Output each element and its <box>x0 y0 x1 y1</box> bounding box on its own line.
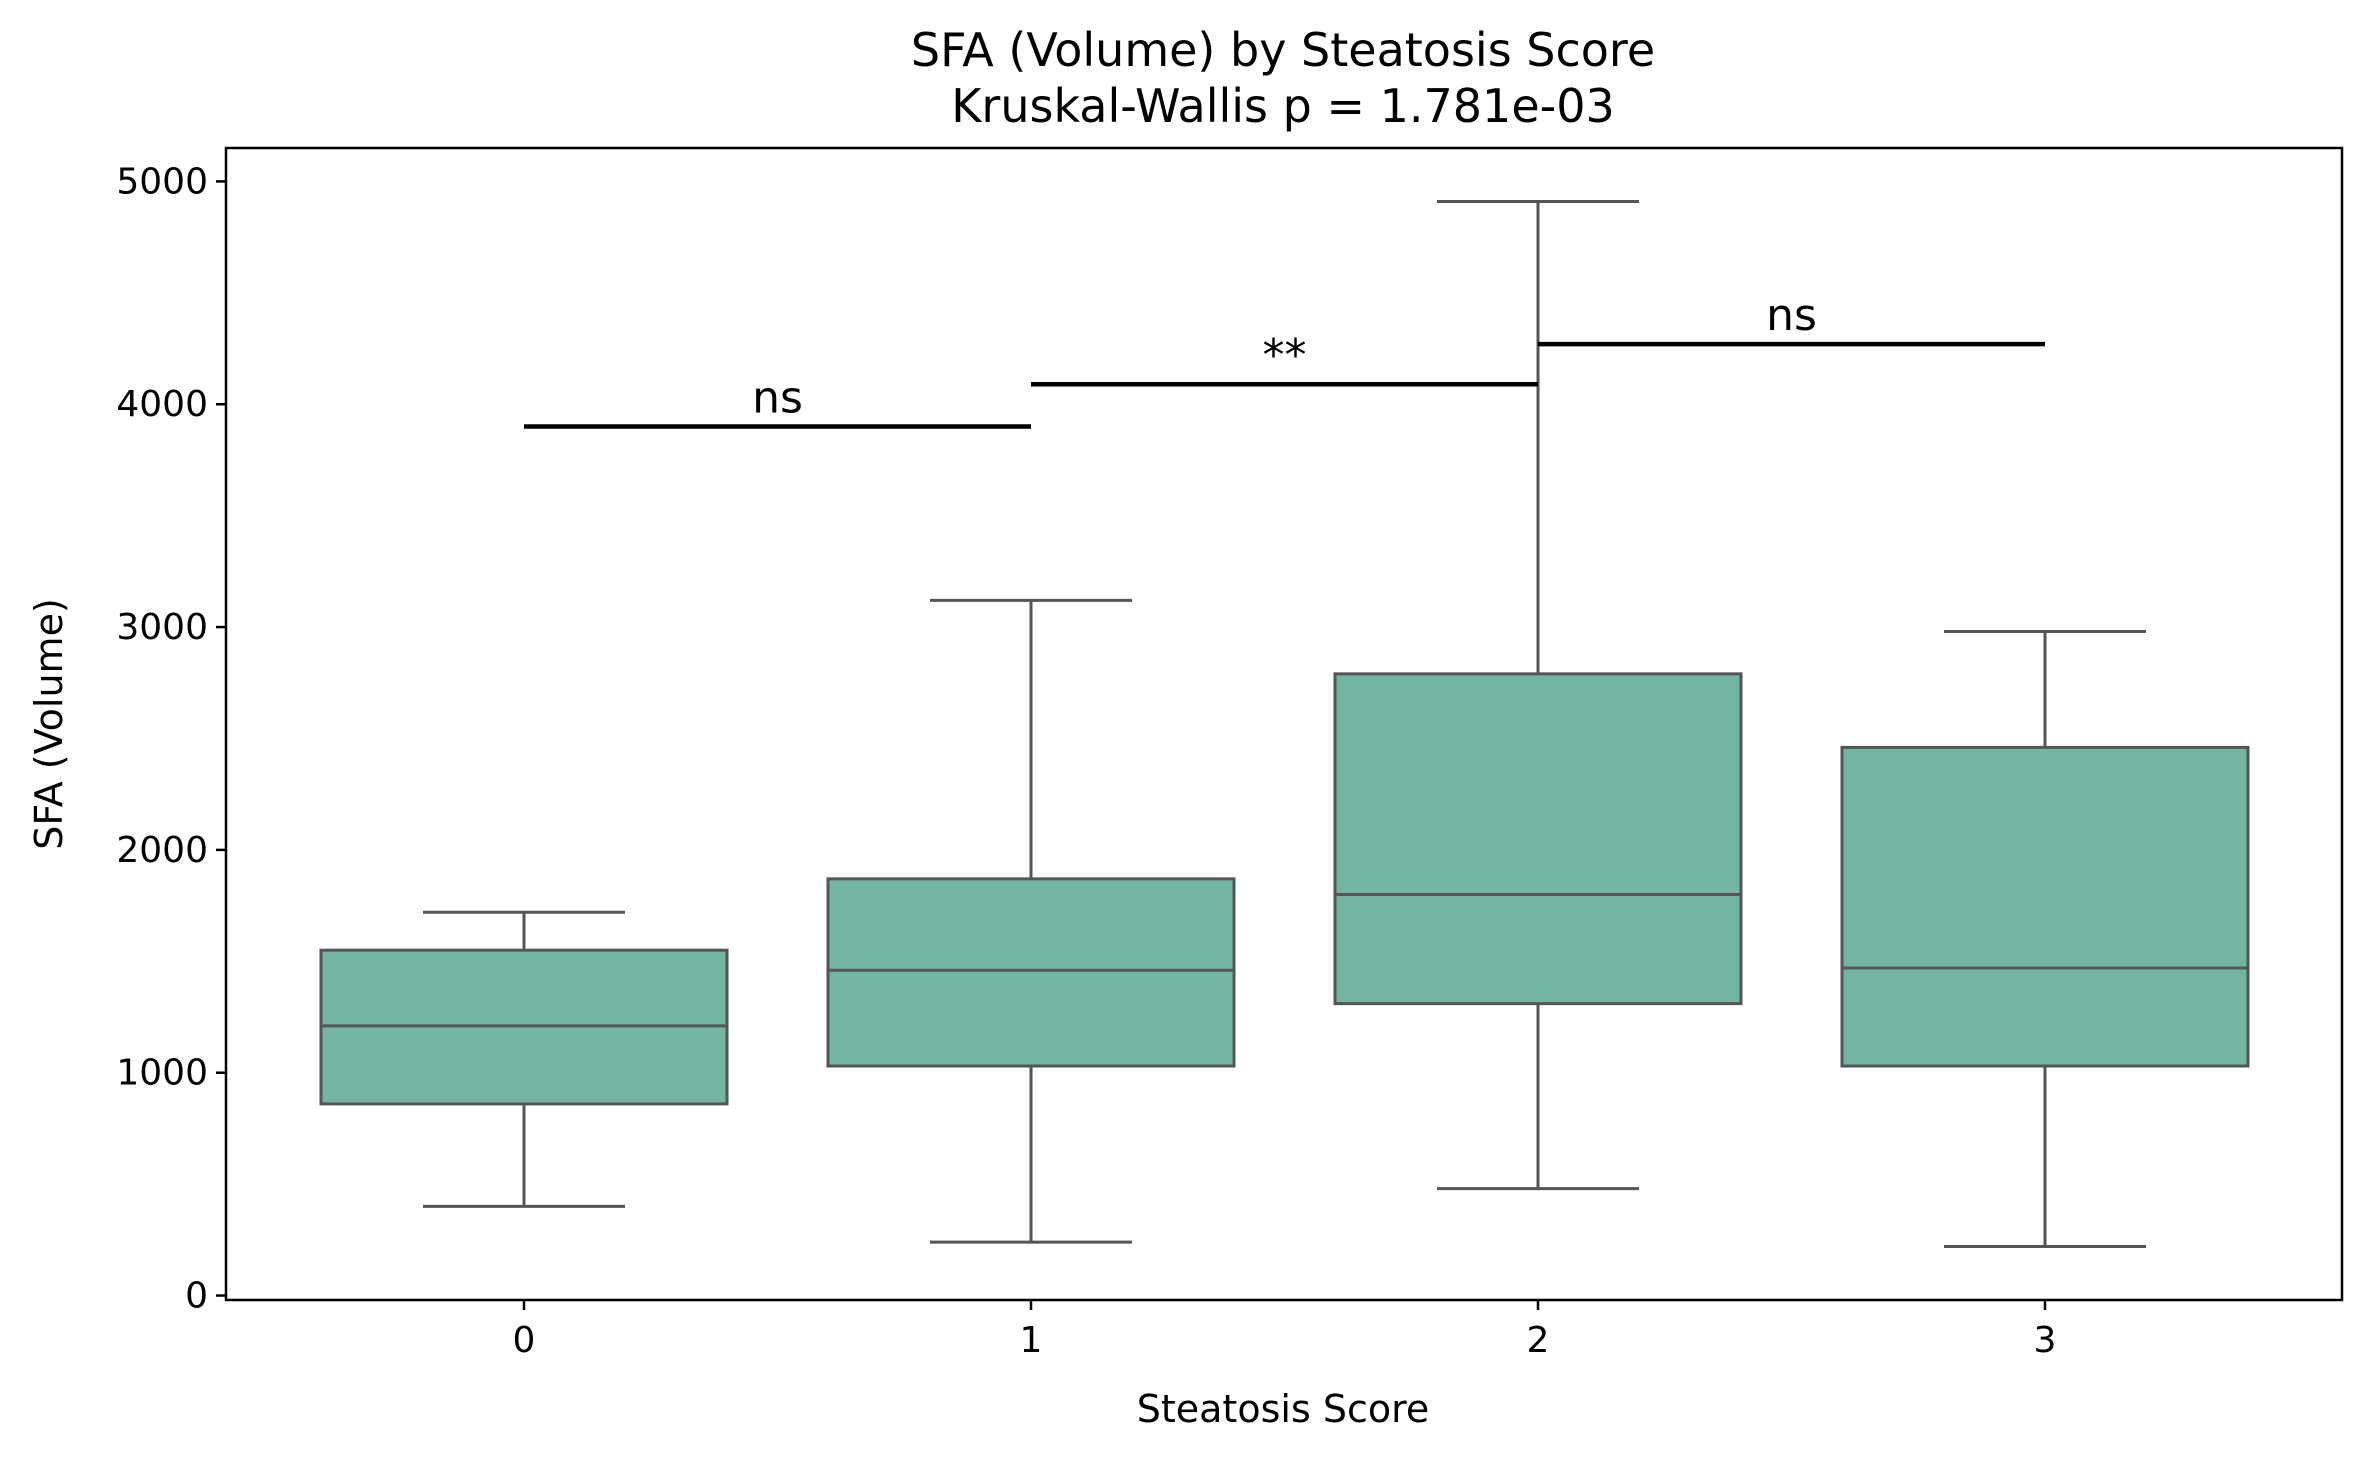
y-tick-label: 3000 <box>116 607 208 648</box>
box-0 <box>319 910 729 1208</box>
iqr-box <box>1333 672 1743 1006</box>
y-tick-label: 5000 <box>116 161 208 202</box>
significance-label: ** <box>1263 330 1307 381</box>
box-1 <box>826 598 1236 1244</box>
x-axis-label: Steatosis Score <box>1137 1387 1430 1431</box>
y-axis-label: SFA (Volume) <box>27 598 71 850</box>
y-tick-label: 1000 <box>116 1053 208 1094</box>
y-tick-label: 2000 <box>116 830 208 871</box>
chart-title: SFA (Volume) by Steatosis Score <box>911 23 1655 77</box>
significance-label: ns <box>752 373 803 424</box>
significance-label: ns <box>1766 290 1817 341</box>
x-tick-label: 2 <box>1527 1320 1550 1361</box>
plot-frame <box>224 146 2344 1302</box>
chart-subtitle: Kruskal-Wallis p = 1.781e-03 <box>951 79 1615 133</box>
x-axis: 0 1 2 3 <box>513 1300 2057 1361</box>
x-tick-label: 0 <box>513 1320 536 1361</box>
plot-area: ns ** ns <box>319 199 2250 1249</box>
box-3 <box>1840 630 2250 1249</box>
x-tick-label: 3 <box>2034 1320 2057 1361</box>
iqr-box <box>826 877 1236 1068</box>
y-tick-label: 0 <box>185 1276 208 1317</box>
y-axis: 0 1000 2000 3000 4000 5000 <box>116 161 226 1317</box>
y-tick-label: 4000 <box>116 384 208 425</box>
iqr-box <box>1840 745 2250 1068</box>
x-tick-label: 1 <box>1020 1320 1043 1361</box>
box-2 <box>1333 199 1743 1191</box>
